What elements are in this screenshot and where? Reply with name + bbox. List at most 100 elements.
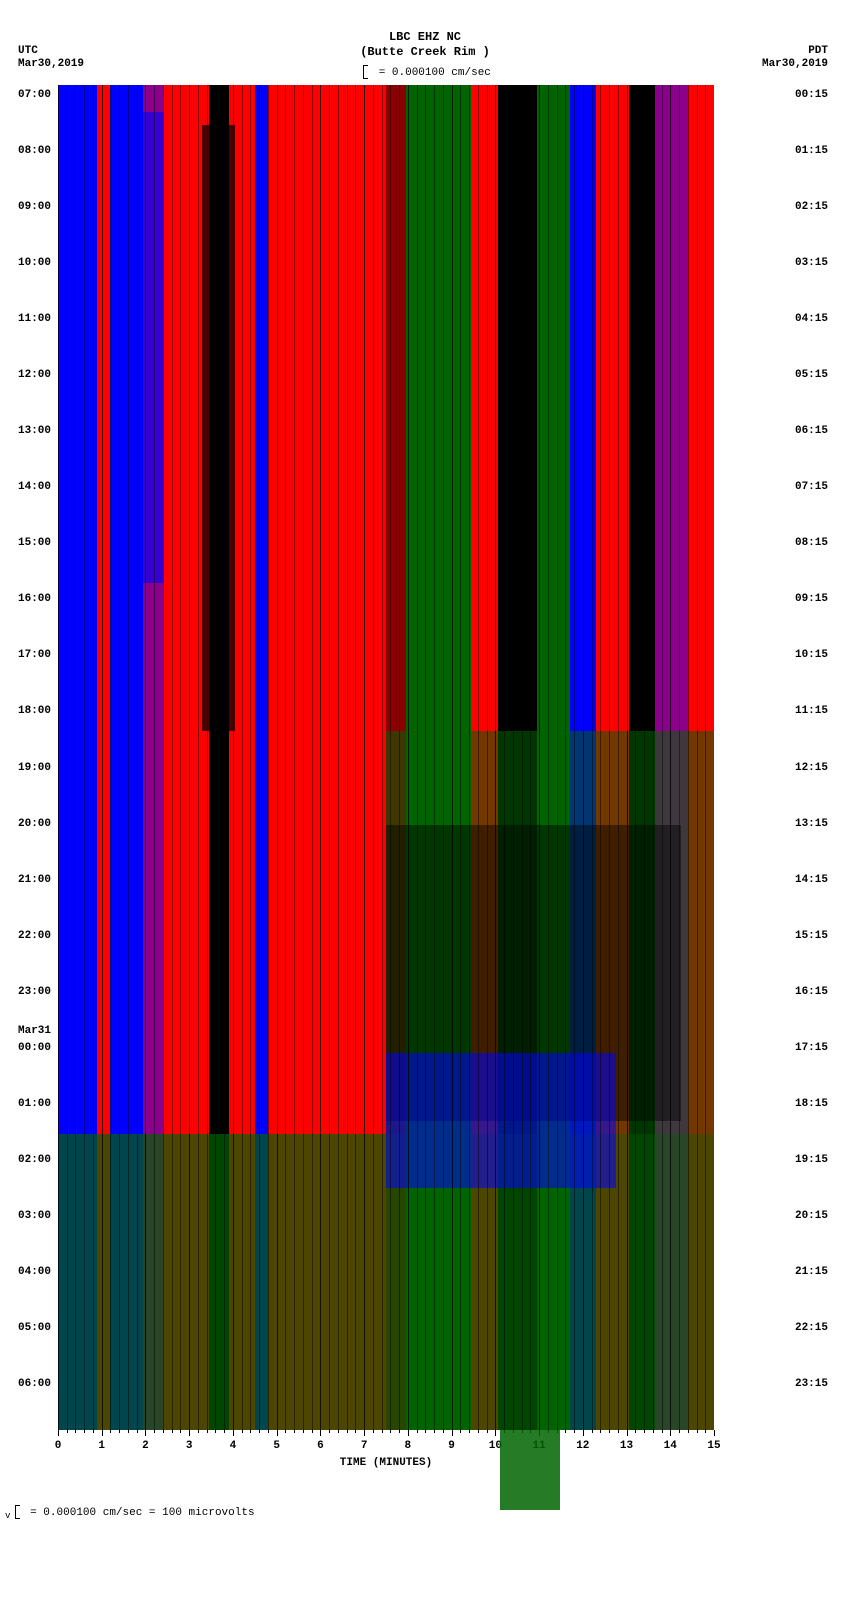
y-right-label: 11:15 bbox=[795, 705, 828, 717]
x-tick bbox=[583, 1430, 584, 1436]
gridline bbox=[434, 85, 435, 1430]
x-tick-minor bbox=[417, 1430, 418, 1433]
gridline bbox=[294, 85, 295, 1430]
y-left-label: 16:00 bbox=[18, 593, 51, 605]
gridline bbox=[592, 85, 593, 1430]
gridline bbox=[487, 85, 488, 1430]
scale-note: = 0.000100 cm/sec bbox=[0, 65, 850, 79]
gridline bbox=[425, 85, 426, 1430]
gridline bbox=[347, 85, 348, 1430]
gridline bbox=[320, 85, 321, 1430]
gridline bbox=[163, 85, 164, 1430]
gridline bbox=[399, 85, 400, 1430]
gridline bbox=[495, 85, 496, 1430]
x-tick-minor bbox=[259, 1430, 260, 1433]
x-tick-minor bbox=[268, 1430, 269, 1433]
x-tick-minor bbox=[592, 1430, 593, 1433]
x-label: 15 bbox=[707, 1440, 720, 1452]
x-tick bbox=[452, 1430, 453, 1436]
trace-spillover bbox=[500, 1430, 560, 1510]
x-tick bbox=[320, 1430, 321, 1436]
gridline bbox=[128, 85, 129, 1430]
gridline bbox=[574, 85, 575, 1430]
gridline bbox=[250, 85, 251, 1430]
date-left: Mar30,2019 bbox=[18, 58, 84, 70]
gridline bbox=[110, 85, 111, 1430]
x-tick bbox=[145, 1430, 146, 1436]
gridline bbox=[277, 85, 278, 1430]
y-right-label: 09:15 bbox=[795, 593, 828, 605]
x-tick-minor bbox=[137, 1430, 138, 1433]
x-tick-minor bbox=[443, 1430, 444, 1433]
gridline bbox=[670, 85, 671, 1430]
gridline bbox=[154, 85, 155, 1430]
scale-bar-icon bbox=[363, 65, 368, 79]
y-left-label: 22:00 bbox=[18, 930, 51, 942]
y-right-label: 17:15 bbox=[795, 1042, 828, 1054]
gridline bbox=[215, 85, 216, 1430]
x-tick-minor bbox=[390, 1430, 391, 1433]
x-tick-minor bbox=[93, 1430, 94, 1433]
date-right: Mar30,2019 bbox=[762, 58, 828, 70]
trace-overlay bbox=[137, 112, 163, 583]
x-tick-minor bbox=[207, 1430, 208, 1433]
x-tick-minor bbox=[653, 1430, 654, 1433]
gridline bbox=[268, 85, 269, 1430]
gridline bbox=[522, 85, 523, 1430]
gridline bbox=[189, 85, 190, 1430]
x-label: 5 bbox=[273, 1440, 280, 1452]
gridline bbox=[137, 85, 138, 1430]
x-label: 4 bbox=[230, 1440, 237, 1452]
x-tick-minor bbox=[460, 1430, 461, 1433]
y-left-label: 12:00 bbox=[18, 369, 51, 381]
y-left-label: 13:00 bbox=[18, 425, 51, 437]
x-axis-title: TIME (MINUTES) bbox=[58, 1457, 714, 1469]
x-label: 3 bbox=[186, 1440, 193, 1452]
x-label: 6 bbox=[317, 1440, 324, 1452]
x-tick-minor bbox=[688, 1430, 689, 1433]
gridline bbox=[504, 85, 505, 1430]
gridline bbox=[172, 85, 173, 1430]
gridline bbox=[312, 85, 313, 1430]
gridline bbox=[548, 85, 549, 1430]
x-tick bbox=[408, 1430, 409, 1436]
x-tick-minor bbox=[609, 1430, 610, 1433]
gridline bbox=[102, 85, 103, 1430]
gridline bbox=[627, 85, 628, 1430]
gridline bbox=[338, 85, 339, 1430]
gridline bbox=[417, 85, 418, 1430]
timezone-right: PDT bbox=[808, 45, 828, 57]
gridline bbox=[242, 85, 243, 1430]
y-right-label: 16:15 bbox=[795, 986, 828, 998]
y-left-label: 02:00 bbox=[18, 1154, 51, 1166]
y-right-label: 23:15 bbox=[795, 1378, 828, 1390]
y-left-label: 20:00 bbox=[18, 818, 51, 830]
x-tick-minor bbox=[574, 1430, 575, 1433]
x-tick-minor bbox=[487, 1430, 488, 1433]
y-left-label: 06:00 bbox=[18, 1378, 51, 1390]
gridline bbox=[609, 85, 610, 1430]
x-label: 0 bbox=[55, 1440, 62, 1452]
gridline bbox=[697, 85, 698, 1430]
gridline bbox=[207, 85, 208, 1430]
x-tick-minor bbox=[285, 1430, 286, 1433]
y-right-label: 01:15 bbox=[795, 145, 828, 157]
x-tick bbox=[364, 1430, 365, 1436]
y-left-label: 09:00 bbox=[18, 201, 51, 213]
y-left-label: 14:00 bbox=[18, 481, 51, 493]
x-label: 13 bbox=[620, 1440, 633, 1452]
x-tick-minor bbox=[119, 1430, 120, 1433]
gridline bbox=[653, 85, 654, 1430]
x-tick-minor bbox=[294, 1430, 295, 1433]
x-tick-minor bbox=[697, 1430, 698, 1433]
x-tick bbox=[627, 1430, 628, 1436]
y-left-label: 18:00 bbox=[18, 705, 51, 717]
gridline bbox=[119, 85, 120, 1430]
x-tick-minor bbox=[215, 1430, 216, 1433]
x-tick-minor bbox=[355, 1430, 356, 1433]
x-tick-minor bbox=[75, 1430, 76, 1433]
gridline bbox=[145, 85, 146, 1430]
x-tick-minor bbox=[399, 1430, 400, 1433]
x-tick bbox=[233, 1430, 234, 1436]
station-code: LBC EHZ NC bbox=[0, 30, 850, 44]
